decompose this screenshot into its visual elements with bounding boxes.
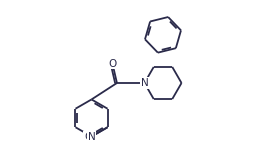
Text: Cl: Cl [84, 132, 94, 142]
Text: O: O [108, 59, 117, 69]
Text: N: N [141, 78, 148, 88]
Text: N: N [88, 132, 95, 142]
